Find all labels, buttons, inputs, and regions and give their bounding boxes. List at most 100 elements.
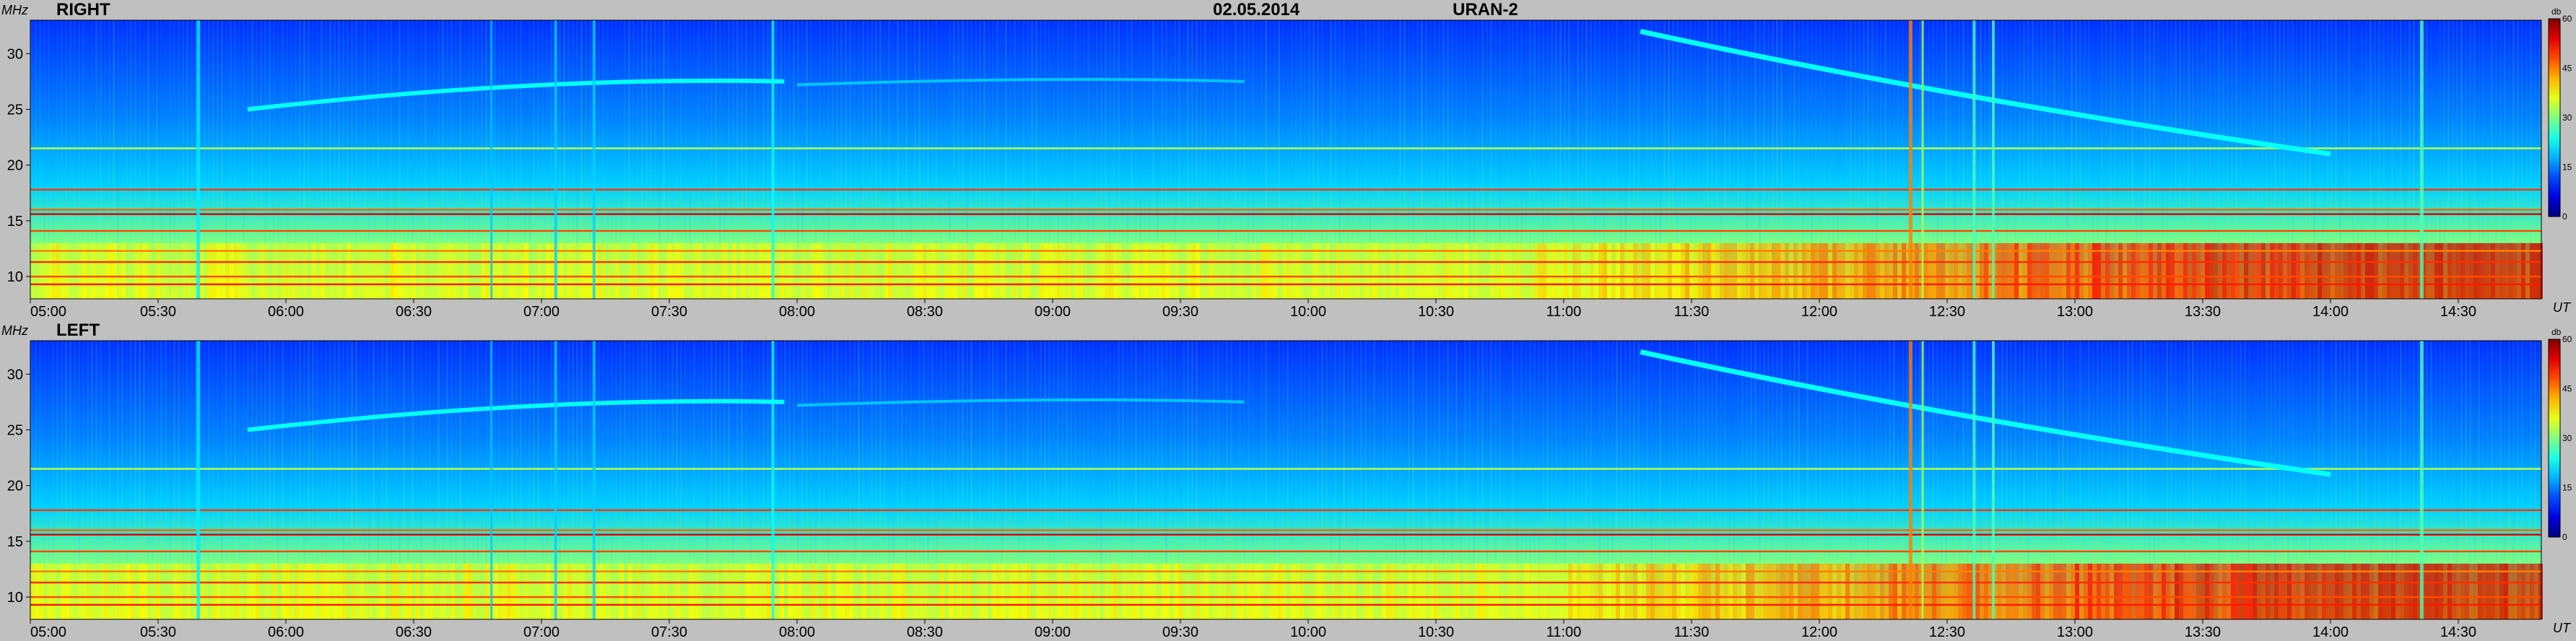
noise-column bbox=[966, 341, 968, 619]
noise-column bbox=[65, 20, 67, 299]
noise-column bbox=[1386, 20, 1388, 299]
low-band-column bbox=[1135, 563, 1139, 619]
low-band-column bbox=[1226, 563, 1230, 619]
noise-column bbox=[416, 20, 418, 299]
low-band-column bbox=[1174, 563, 1178, 619]
noise-column bbox=[888, 341, 890, 619]
low-band-column bbox=[1672, 563, 1676, 619]
noise-column bbox=[2192, 341, 2194, 619]
low-band-column bbox=[667, 563, 671, 619]
low-band-column bbox=[390, 563, 394, 619]
low-band-column bbox=[2010, 243, 2014, 299]
noise-column bbox=[2075, 20, 2077, 299]
noise-column bbox=[2499, 341, 2502, 619]
low-band-column bbox=[723, 563, 728, 619]
noise-column bbox=[2456, 341, 2458, 619]
low-band-column bbox=[2426, 563, 2430, 619]
low-band-column bbox=[61, 243, 65, 299]
noise-column bbox=[394, 341, 396, 619]
noise-column bbox=[143, 341, 145, 619]
low-band-column bbox=[1945, 243, 1949, 299]
low-band-column bbox=[2170, 563, 2175, 619]
noise-column bbox=[2205, 341, 2207, 619]
noise-column bbox=[2331, 20, 2333, 299]
low-band-column bbox=[2348, 563, 2352, 619]
low-band-column bbox=[1438, 563, 1443, 619]
low-band-column bbox=[2339, 243, 2344, 299]
low-band-column bbox=[1001, 243, 1005, 299]
low-band-column bbox=[43, 243, 48, 299]
noise-column bbox=[749, 341, 752, 619]
noise-column bbox=[2062, 341, 2064, 619]
low-band-column bbox=[2179, 243, 2183, 299]
low-band-column bbox=[178, 563, 182, 619]
noise-column bbox=[1598, 341, 1601, 619]
burst-column bbox=[1908, 20, 1913, 299]
noise-column bbox=[2517, 341, 2519, 619]
low-band-column bbox=[1720, 243, 1724, 299]
low-band-column bbox=[611, 243, 615, 299]
spectrogram-left: 05:00 05:30 06:00 06:30 07:00 07:30 08:00 08:30… bbox=[7, 327, 2572, 640]
low-band-column bbox=[732, 243, 736, 299]
noise-column bbox=[988, 341, 990, 619]
noise-column bbox=[1763, 341, 1765, 619]
noise-column bbox=[451, 20, 453, 299]
low-band-column bbox=[1711, 243, 1715, 299]
low-band-column bbox=[1850, 563, 1854, 619]
noise-column bbox=[923, 341, 925, 619]
noise-column bbox=[598, 341, 600, 619]
low-band-column bbox=[2517, 243, 2521, 299]
low-band-column bbox=[745, 243, 749, 299]
noise-column bbox=[840, 20, 843, 299]
noise-column bbox=[1269, 20, 1271, 299]
noise-column bbox=[169, 20, 171, 299]
x-tick-label: 14:00 bbox=[2312, 304, 2349, 320]
low-band-column bbox=[2512, 243, 2517, 299]
noise-column bbox=[550, 341, 552, 619]
low-band-column bbox=[2478, 243, 2482, 299]
low-band-column bbox=[1490, 563, 1494, 619]
noise-column bbox=[126, 341, 128, 619]
noise-column bbox=[840, 341, 843, 619]
noise-column bbox=[1321, 341, 1323, 619]
low-band-column bbox=[1295, 563, 1300, 619]
noise-column bbox=[464, 341, 466, 619]
low-band-column bbox=[888, 243, 892, 299]
low-band-column bbox=[1854, 563, 1858, 619]
noise-column bbox=[468, 341, 470, 619]
noise-column bbox=[2417, 341, 2419, 619]
noise-column bbox=[576, 20, 578, 299]
noise-column bbox=[1334, 20, 1336, 299]
noise-column bbox=[606, 20, 609, 299]
low-band-column bbox=[1434, 243, 1438, 299]
noise-column bbox=[446, 341, 448, 619]
noise-column bbox=[1841, 341, 1843, 619]
low-band-column bbox=[1417, 243, 1421, 299]
low-band-column bbox=[2058, 243, 2062, 299]
noise-column bbox=[2209, 20, 2211, 299]
noise-column bbox=[2014, 20, 2016, 299]
low-band-column bbox=[1988, 563, 1993, 619]
low-band-column bbox=[442, 243, 446, 299]
noise-column bbox=[286, 341, 288, 619]
noise-column bbox=[1408, 20, 1410, 299]
low-band-column bbox=[2235, 243, 2240, 299]
low-band-column bbox=[1295, 243, 1300, 299]
noise-column bbox=[1555, 341, 1557, 619]
low-band-column bbox=[2188, 243, 2192, 299]
noise-column bbox=[342, 341, 344, 619]
noise-column bbox=[931, 20, 934, 299]
noise-column bbox=[2465, 20, 2467, 299]
noise-column bbox=[420, 341, 422, 619]
colorbar bbox=[2548, 18, 2561, 217]
low-band-column bbox=[2222, 563, 2227, 619]
low-band-column bbox=[801, 243, 806, 299]
low-band-column bbox=[2404, 243, 2409, 299]
low-band-column bbox=[1572, 243, 1577, 299]
noise-column bbox=[2430, 20, 2432, 299]
noise-column bbox=[368, 20, 370, 299]
noise-column bbox=[663, 341, 665, 619]
low-band-column bbox=[1001, 563, 1005, 619]
low-band-column bbox=[199, 243, 204, 299]
noise-column bbox=[121, 20, 123, 299]
